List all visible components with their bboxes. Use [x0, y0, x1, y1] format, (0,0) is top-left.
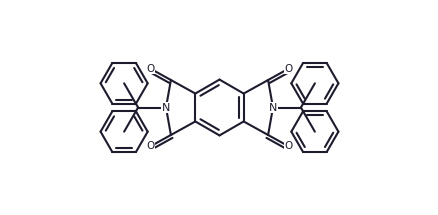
Text: O: O — [284, 63, 292, 74]
Text: O: O — [284, 141, 292, 152]
Text: N: N — [162, 103, 170, 112]
Text: N: N — [268, 103, 276, 112]
Text: O: O — [146, 141, 154, 152]
Text: O: O — [146, 63, 154, 74]
